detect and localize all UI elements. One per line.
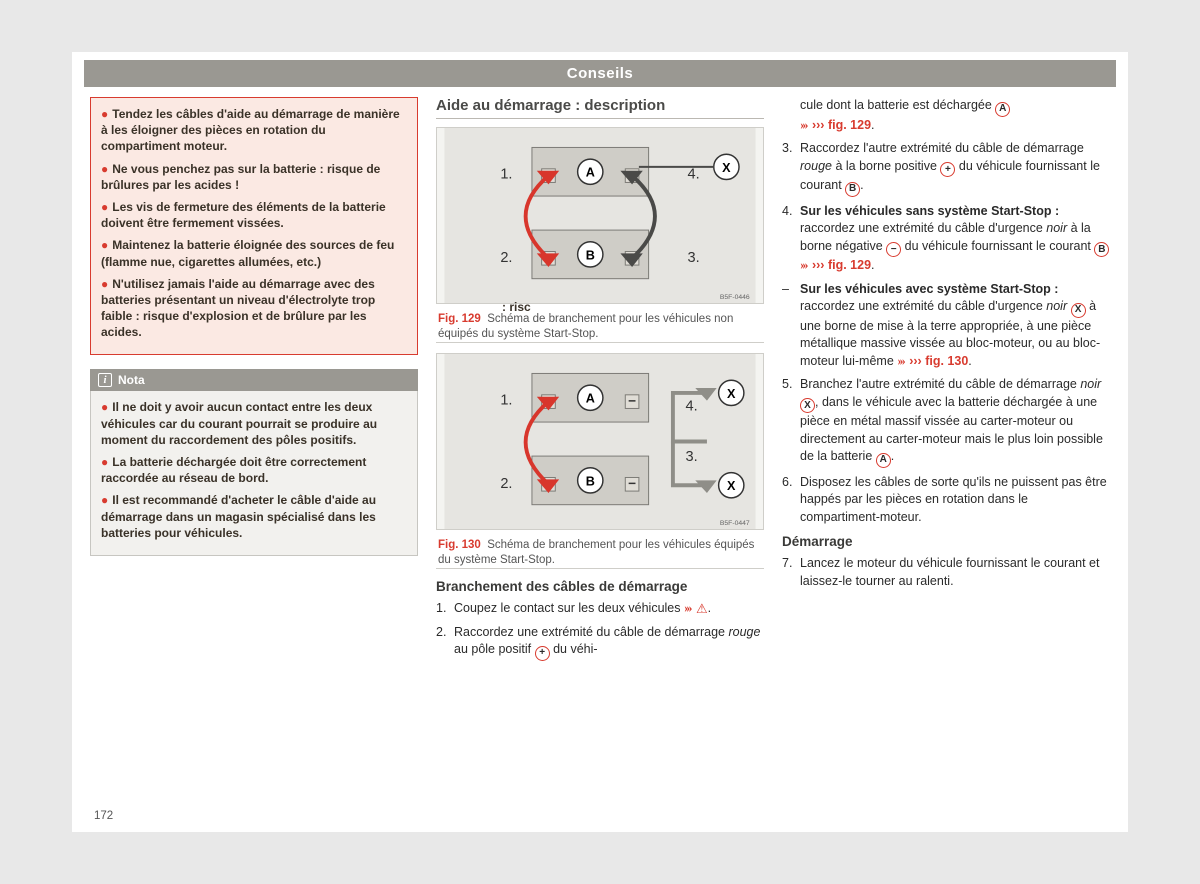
marker-b: B [1094,242,1109,257]
step-2-cont: cule dont la batterie est déchargée A ››… [782,97,1110,134]
nota-box: ●Il ne doit y avoir aucun contact entre … [90,391,418,556]
page-header: Conseils [84,60,1116,87]
subheading-branchement: Branchement des câbles de démarrage [436,579,764,594]
nota-header: i Nota [90,369,418,391]
warning-icon: ⚠ [696,600,708,618]
marker-a: A [995,102,1010,117]
column-middle: Aide au démarrage : description + − A + [436,97,764,667]
svg-text:1.: 1. [500,167,512,183]
svg-text:4.: 4. [686,398,698,414]
plus-icon [940,162,955,177]
svg-text:X: X [727,387,736,401]
svg-text:B: B [586,248,595,262]
page-number: 172 [94,810,113,822]
figure-130: + − A + − B [436,353,764,530]
svg-text:3.: 3. [688,250,700,266]
marker-b: B [845,182,860,197]
svg-text:1.: 1. [500,392,512,408]
plus-icon [535,646,550,661]
svg-text:A: A [586,166,595,180]
steps-list: 1.Coupez le contact sur les deux véhicul… [436,600,764,661]
warn-item: ●Maintenez la batterie éloignée des sour… [101,237,407,269]
steps-list-cont2: 5.Branchez l'autre extrémité du câble de… [782,376,1110,526]
content-columns: ●Tendez les câbles d'aide au démarrage d… [72,97,1128,667]
step-4: 4.Sur les véhicules sans système Start-S… [782,203,1110,275]
manual-page: Conseils ●Tendez les câbles d'aide au dé… [72,52,1128,832]
svg-text:2.: 2. [500,476,512,492]
svg-text:4.: 4. [688,167,700,183]
figure-129: + − A + − B [436,127,764,304]
diagram-130: + − A + − B [437,354,763,529]
svg-text:B5F-0447: B5F-0447 [720,520,750,527]
step-dash: –Sur les véhicules avec système Start-St… [782,281,1110,371]
steps-list-demarrage: 7.Lancez le moteur du véhicule fournissa… [782,555,1110,590]
svg-text:X: X [722,161,731,175]
minus-icon [886,242,901,257]
warn-item: ●N'utilisez jamais l'aide au démarrage a… [101,276,407,341]
warn-item: ●Tendez les câbles d'aide au démarrage d… [101,106,407,155]
step-6: 6.Disposez les câbles de sorte qu'ils ne… [782,474,1110,527]
svg-text:B: B [586,474,595,488]
step-3: 3.Raccordez l'autre extrémité du câble d… [782,140,1110,197]
subheading-demarrage: Démarrage [782,534,1110,549]
step-5: 5.Branchez l'autre extrémité du câble de… [782,376,1110,468]
nota-label: Nota [118,373,145,387]
svg-text:−: − [628,476,636,491]
info-icon: i [98,373,112,387]
column-left: ●Tendez les câbles d'aide au démarrage d… [90,97,418,667]
warn-item: ●Les vis de fermeture des éléments de la… [101,199,407,231]
svg-text:3.: 3. [686,449,698,465]
warn-item: ●Ne vous penchez pas sur la batterie : r… [101,161,407,193]
warning-box: ●Tendez les câbles d'aide au démarrage d… [90,97,418,355]
marker-a: A [876,453,891,468]
nota-item: ●Il ne doit y avoir aucun contact entre … [101,399,407,448]
steps-list-cont: 3.Raccordez l'autre extrémité du câble d… [782,140,1110,275]
svg-text:A: A [586,391,595,405]
nota-item: ●Il est recommandé d'acheter le câble d'… [101,492,407,541]
svg-text:−: − [628,393,636,408]
svg-text:B5F-0446: B5F-0446 [720,294,750,301]
overflow-text: : risc [502,300,531,314]
svg-text:2.: 2. [500,250,512,266]
marker-x: X [800,398,815,413]
fig129-caption: Fig. 129 Schéma de branchement pour les … [436,308,764,343]
diagram-129: + − A + − B [437,128,763,303]
fig130-caption: Fig. 130 Schéma de branchement pour les … [436,534,764,569]
nota-item: ●La batterie déchargée doit être correct… [101,454,407,486]
step-1: 1.Coupez le contact sur les deux véhicul… [436,600,764,618]
step-2: 2.Raccordez une extrémité du câble de dé… [436,624,764,661]
section-title: Aide au démarrage : description [436,97,764,119]
step-7: 7.Lancez le moteur du véhicule fournissa… [782,555,1110,590]
svg-text:X: X [727,479,736,493]
column-right: cule dont la batterie est déchargée A ››… [782,97,1110,667]
marker-x: X [1071,303,1086,318]
